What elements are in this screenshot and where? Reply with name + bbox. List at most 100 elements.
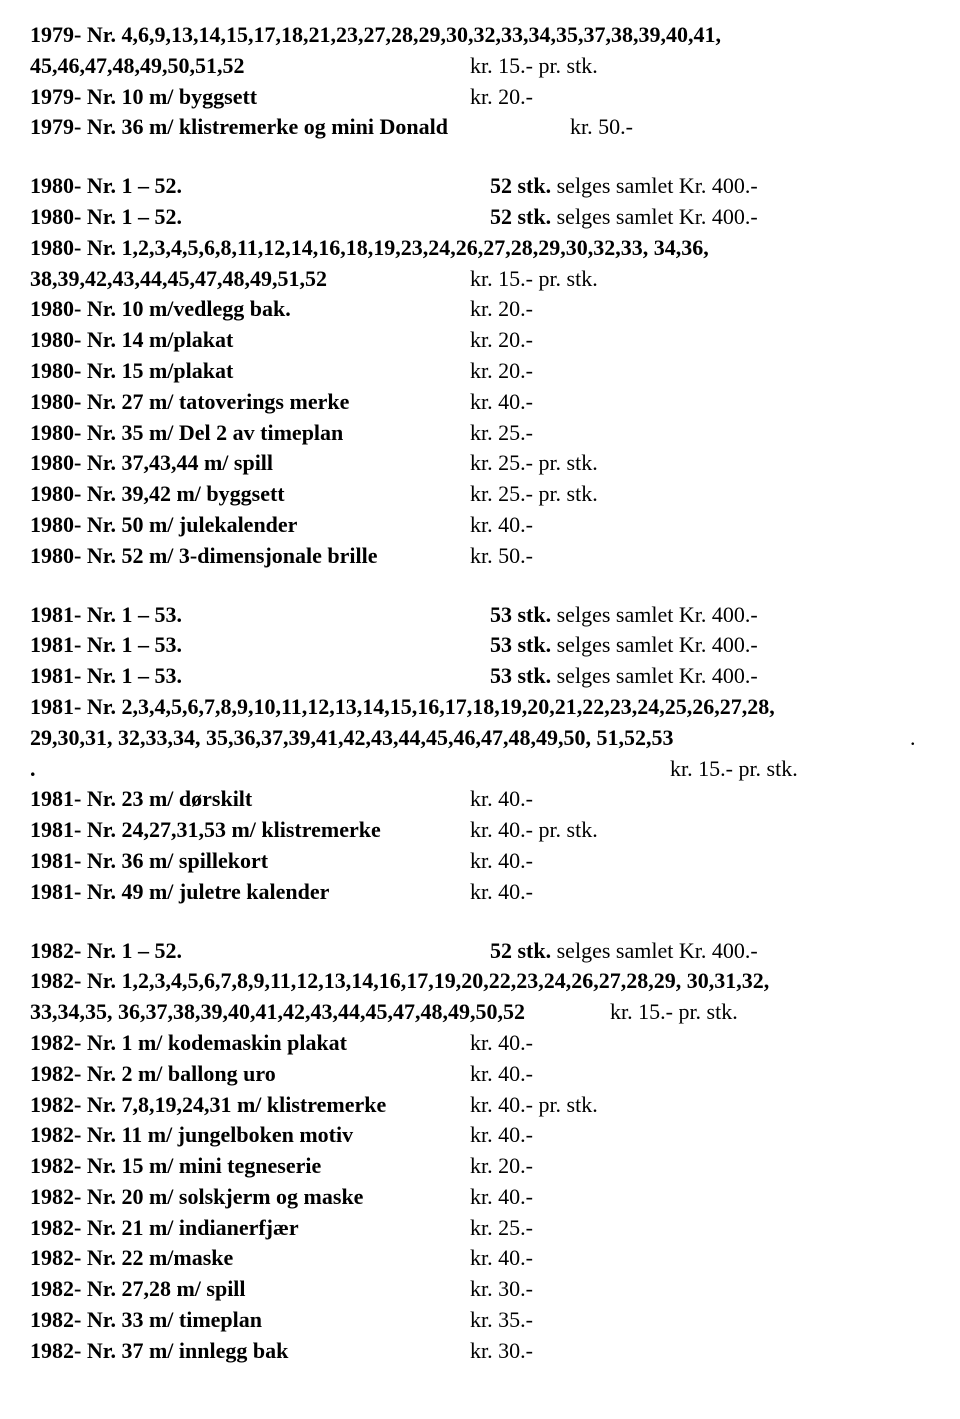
list-row: 1980- Nr. 14 m/plakatkr. 20.- xyxy=(30,325,930,356)
row-price: 53 stk. selges samlet Kr. 400.- xyxy=(490,630,758,661)
list-row: 1980- Nr. 50 m/ julekalenderkr. 40.- xyxy=(30,510,930,541)
row-price: kr. 40.- pr. stk. xyxy=(470,1090,598,1121)
row-price: kr. 20.- xyxy=(470,325,533,356)
row-description: 1980- Nr. 27 m/ tatoverings merke xyxy=(30,387,470,418)
row-description: 1981- Nr. 23 m/ dørskilt xyxy=(30,784,470,815)
row-price: kr. 40.- pr. stk. xyxy=(470,815,598,846)
row-description: 1981- Nr. 1 – 53. xyxy=(30,600,490,631)
row-description: 1982- Nr. 11 m/ jungelboken motiv xyxy=(30,1120,470,1151)
row-price: kr. 40.- xyxy=(470,387,533,418)
row-description: 1981- Nr. 24,27,31,53 m/ klistremerke xyxy=(30,815,470,846)
row-description: 1981- Nr. 1 – 53. xyxy=(30,630,490,661)
list-row: 1980- Nr. 52 m/ 3-dimensjonale brille kr… xyxy=(30,541,930,572)
row-description: 1982- Nr. 2 m/ ballong uro xyxy=(30,1059,470,1090)
row-price: kr. 20.- xyxy=(470,1151,533,1182)
list-row: 1982- Nr. 21 m/ indianerfjærkr. 25.- xyxy=(30,1213,930,1244)
row-description: 1982- Nr. 20 m/ solskjerm og maske xyxy=(30,1182,470,1213)
document-body: 1979- Nr. 4,6,9,13,14,15,17,18,21,23,27,… xyxy=(30,20,930,1367)
row-description: 1982- Nr. 33 m/ timeplan xyxy=(30,1305,470,1336)
list-row: 1980- Nr. 1 – 52.52 stk. selges samlet K… xyxy=(30,171,930,202)
row-description: 1980- Nr. 14 m/plakat xyxy=(30,325,470,356)
list-row: 1982- Nr. 20 m/ solskjerm og maskekr. 40… xyxy=(30,1182,930,1213)
text-line: 1982- Nr. 1,2,3,4,5,6,7,8,9,11,12,13,14,… xyxy=(30,966,930,997)
list-row: 33,34,35, 36,37,38,39,40,41,42,43,44,45,… xyxy=(30,997,930,1028)
list-row: 1982- Nr. 27,28 m/ spillkr. 30.- xyxy=(30,1274,930,1305)
row-description: 1982- Nr. 27,28 m/ spill xyxy=(30,1274,470,1305)
list-row: 1981- Nr. 1 – 53.53 stk. selges samlet K… xyxy=(30,661,930,692)
list-row: 29,30,31, 32,33,34, 35,36,37,39,41,42,43… xyxy=(30,723,930,754)
text-line: 1979- Nr. 4,6,9,13,14,15,17,18,21,23,27,… xyxy=(30,20,930,51)
row-description: 1980- Nr. 39,42 m/ byggsett xyxy=(30,479,470,510)
text-line: 1980- Nr. 1,2,3,4,5,6,8,11,12,14,16,18,1… xyxy=(30,233,930,264)
row-price: kr. 25.- xyxy=(470,418,533,449)
blank-line xyxy=(30,908,930,936)
list-row: 1980- Nr. 37,43,44 m/ spillkr. 25.- pr. … xyxy=(30,448,930,479)
list-row: 1980- Nr. 1 – 52.52 stk. selges samlet K… xyxy=(30,202,930,233)
list-row: 1979- Nr. 10 m/ byggsettkr. 20.- xyxy=(30,82,930,113)
list-row: 1982- Nr. 7,8,19,24,31 m/ klistremerkekr… xyxy=(30,1090,930,1121)
row-description: 38,39,42,43,44,45,47,48,49,51,52 xyxy=(30,264,470,295)
list-row: .kr. 15.- pr. stk. xyxy=(30,754,930,785)
list-row: 1981- Nr. 1 – 53.53 stk. selges samlet K… xyxy=(30,630,930,661)
row-description: 1980- Nr. 35 m/ Del 2 av timeplan xyxy=(30,418,470,449)
list-row: 1981- Nr. 23 m/ dørskiltkr. 40.- xyxy=(30,784,930,815)
row-description: 1980- Nr. 37,43,44 m/ spill xyxy=(30,448,470,479)
list-row: 38,39,42,43,44,45,47,48,49,51,52kr. 15.-… xyxy=(30,264,930,295)
row-price: kr. 40.- xyxy=(470,510,533,541)
list-row: 1982- Nr. 2 m/ ballong urokr. 40.- xyxy=(30,1059,930,1090)
row-price: 52 stk. selges samlet Kr. 400.- xyxy=(490,936,758,967)
row-description: 29,30,31, 32,33,34, 35,36,37,39,41,42,43… xyxy=(30,723,910,754)
row-description: 1982- Nr. 1 m/ kodemaskin plakat xyxy=(30,1028,470,1059)
list-row: 1982- Nr. 22 m/maskekr. 40.- xyxy=(30,1243,930,1274)
blank-line xyxy=(30,572,930,600)
row-description: 45,46,47,48,49,50,51,52 xyxy=(30,51,470,82)
list-row: 1980- Nr. 10 m/vedlegg bak.kr. 20.- xyxy=(30,294,930,325)
row-price: kr. 50.- xyxy=(470,541,533,572)
row-description: 1981- Nr. 36 m/ spillekort xyxy=(30,846,470,877)
row-price: kr. 50.- xyxy=(570,112,633,143)
list-row: 1980- Nr. 15 m/plakatkr. 20.- xyxy=(30,356,930,387)
row-description: 1980- Nr. 52 m/ 3-dimensjonale brille xyxy=(30,541,470,572)
row-price: kr. 40.- xyxy=(470,1028,533,1059)
row-description: . xyxy=(30,754,670,785)
row-price: 52 stk. selges samlet Kr. 400.- xyxy=(490,171,758,202)
row-price: kr. 20.- xyxy=(470,82,533,113)
row-price: kr. 15.- pr. stk. xyxy=(470,51,598,82)
list-row: 45,46,47,48,49,50,51,52kr. 15.- pr. stk. xyxy=(30,51,930,82)
row-description: 1979- Nr. 10 m/ byggsett xyxy=(30,82,470,113)
row-description: 1982- Nr. 22 m/maske xyxy=(30,1243,470,1274)
text-line: 1981- Nr. 2,3,4,5,6,7,8,9,10,11,12,13,14… xyxy=(30,692,930,723)
row-price: 53 stk. selges samlet Kr. 400.- xyxy=(490,600,758,631)
list-row: 1982- Nr. 15 m/ mini tegneseriekr. 20.- xyxy=(30,1151,930,1182)
row-price: kr. 15.- pr. stk. xyxy=(610,997,738,1028)
list-row: 1980- Nr. 35 m/ Del 2 av timeplankr. 25.… xyxy=(30,418,930,449)
row-description: 1980- Nr. 50 m/ julekalender xyxy=(30,510,470,541)
row-description: 1980- Nr. 1 – 52. xyxy=(30,202,490,233)
list-row: 1979- Nr. 36 m/ klistremerke og mini Don… xyxy=(30,112,930,143)
row-price: 53 stk. selges samlet Kr. 400.- xyxy=(490,661,758,692)
row-description: 1982- Nr. 21 m/ indianerfjær xyxy=(30,1213,470,1244)
row-price: kr. 35.- xyxy=(470,1305,533,1336)
list-row: 1981- Nr. 24,27,31,53 m/ klistremerkekr.… xyxy=(30,815,930,846)
list-row: 1981- Nr. 49 m/ juletre kalenderkr. 40.- xyxy=(30,877,930,908)
list-row: 1982- Nr. 33 m/ timeplankr. 35.- xyxy=(30,1305,930,1336)
row-price: kr. 20.- xyxy=(470,294,533,325)
list-row: 1982- Nr. 1 m/ kodemaskin plakatkr. 40.- xyxy=(30,1028,930,1059)
row-price: kr. 20.- xyxy=(470,356,533,387)
row-price: kr. 25.- pr. stk. xyxy=(470,479,598,510)
row-description: 1979- Nr. 36 m/ klistremerke og mini Don… xyxy=(30,112,570,143)
list-row: 1980- Nr. 39,42 m/ byggsettkr. 25.- pr. … xyxy=(30,479,930,510)
row-price: kr. 25.- xyxy=(470,1213,533,1244)
row-description: 33,34,35, 36,37,38,39,40,41,42,43,44,45,… xyxy=(30,997,610,1028)
row-price: kr. 40.- xyxy=(470,1059,533,1090)
row-price: kr. 40.- xyxy=(470,877,533,908)
row-description: 1982- Nr. 1 – 52. xyxy=(30,936,490,967)
row-description: 1980- Nr. 15 m/plakat xyxy=(30,356,470,387)
row-price: kr. 30.- xyxy=(470,1336,533,1367)
row-description: 1982- Nr. 37 m/ innlegg bak xyxy=(30,1336,470,1367)
row-description: 1982- Nr. 15 m/ mini tegneserie xyxy=(30,1151,470,1182)
list-row: 1982- Nr. 37 m/ innlegg bakkr. 30.- xyxy=(30,1336,930,1367)
list-row: 1982- Nr. 1 – 52.52 stk. selges samlet K… xyxy=(30,936,930,967)
row-price: . xyxy=(910,723,916,754)
row-price: kr. 40.- xyxy=(470,1243,533,1274)
